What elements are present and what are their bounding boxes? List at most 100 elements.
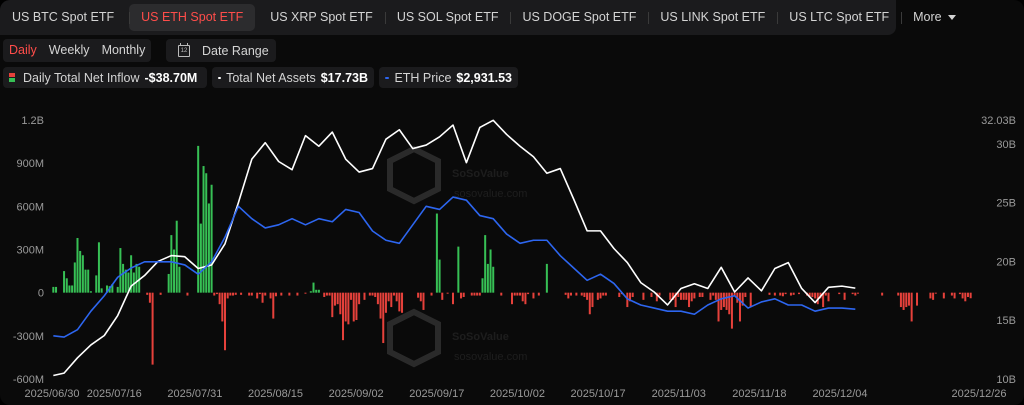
inflow-bar[interactable] [484,235,487,293]
inflow-bar[interactable] [312,282,315,293]
outflow-bar[interactable] [374,292,377,297]
outflow-bar[interactable] [248,292,251,296]
outflow-bar[interactable] [151,292,154,365]
inflow-bar[interactable] [178,266,181,293]
outflow-bar[interactable] [838,292,841,295]
outflow-bar[interactable] [768,292,771,295]
outflow-bar[interactable] [274,292,277,297]
outflow-bar[interactable] [690,292,693,302]
outflow-bar[interactable] [969,292,972,299]
outflow-bar[interactable] [304,292,307,294]
outflow-bar[interactable] [269,292,272,299]
inflow-bar[interactable] [481,278,484,293]
outflow-bar[interactable] [698,292,701,297]
inflow-bar[interactable] [170,235,173,293]
outflow-bar[interactable] [261,292,264,303]
outflow-bar[interactable] [717,292,720,322]
outflow-bar[interactable] [591,292,594,308]
outflow-bar[interactable] [462,292,465,297]
outflow-bar[interactable] [355,292,358,321]
outflow-bar[interactable] [671,292,674,300]
outflow-bar[interactable] [781,292,784,297]
outflow-bar[interactable] [532,292,535,299]
outflow-bar[interactable] [430,292,433,296]
outflow-bar[interactable] [827,292,830,302]
outflow-bar[interactable] [363,292,366,300]
outflow-bar[interactable] [626,292,629,308]
outflow-bar[interactable] [519,292,522,296]
outflow-bar[interactable] [333,292,336,306]
outflow-bar[interactable] [720,292,723,310]
inflow-bar[interactable] [173,249,176,293]
outflow-bar[interactable] [580,292,583,296]
inflow-bar[interactable] [210,184,213,293]
outflow-bar[interactable] [808,292,811,297]
outflow-bar[interactable] [682,292,685,300]
inflow-bar[interactable] [492,266,495,293]
outflow-bar[interactable] [226,292,229,299]
outflow-bar[interactable] [650,292,653,297]
outflow-bar[interactable] [629,292,632,302]
inflow-bar[interactable] [127,272,130,293]
outflow-bar[interactable] [234,292,237,295]
inflow-bar[interactable] [197,145,200,293]
outflow-bar[interactable] [905,292,908,308]
outflow-bar[interactable] [575,292,578,296]
outflow-bar[interactable] [371,292,374,296]
outflow-bar[interactable] [240,292,243,295]
outflow-bar[interactable] [907,292,910,306]
outflow-bar[interactable] [232,292,235,296]
inflow-bar[interactable] [68,285,71,293]
inflow-bar[interactable] [207,203,210,293]
outflow-bar[interactable] [618,292,621,297]
outflow-bar[interactable] [797,292,800,295]
inflow-bar[interactable] [119,248,122,293]
inflow-bar[interactable] [309,291,312,293]
date-range-button[interactable]: 12 Date Range [166,39,276,62]
outflow-bar[interactable] [679,292,682,300]
outflow-bar[interactable] [215,292,218,295]
inflow-bar[interactable] [87,269,90,293]
outflow-bar[interactable] [822,292,825,308]
outflow-bar[interactable] [213,292,216,296]
inflow-bar[interactable] [435,213,438,293]
outflow-bar[interactable] [527,292,530,295]
outflow-bar[interactable] [964,292,967,302]
outflow-bar[interactable] [899,292,902,308]
inflow-bar[interactable] [438,259,441,293]
outflow-bar[interactable] [953,292,956,299]
outflow-bar[interactable] [642,292,645,300]
outflow-bar[interactable] [537,292,540,296]
outflow-bar[interactable] [929,292,932,299]
outflow-bar[interactable] [336,292,339,305]
outflow-bar[interactable] [722,292,725,308]
outflow-bar[interactable] [344,292,347,322]
outflow-bar[interactable] [441,292,444,300]
outflow-bar[interactable] [470,292,473,296]
outflow-bar[interactable] [146,292,149,295]
inflow-bar[interactable] [202,166,205,293]
inflow-bar[interactable] [205,173,208,293]
outflow-bar[interactable] [186,292,189,296]
outflow-bar[interactable] [701,292,704,297]
outflow-bar[interactable] [857,292,860,294]
outflow-bar[interactable] [258,292,261,295]
outflow-bar[interactable] [419,292,422,302]
tab-xrp-etf[interactable]: US XRP Spot ETF [270,10,373,24]
outflow-bar[interactable] [934,292,937,294]
outflow-bar[interactable] [854,292,857,296]
outflow-bar[interactable] [712,292,715,296]
inflow-bar[interactable] [76,237,79,293]
outflow-bar[interactable] [583,292,586,297]
inflow-bar[interactable] [71,285,74,293]
outflow-bar[interactable] [942,292,945,299]
outflow-bar[interactable] [564,292,567,295]
outflow-bar[interactable] [478,292,481,296]
outflow-bar[interactable] [280,292,283,296]
inflow-bar[interactable] [167,273,170,293]
outflow-bar[interactable] [728,292,731,315]
outflow-bar[interactable] [401,292,404,313]
outflow-bar[interactable] [897,292,900,296]
inflow-bar[interactable] [55,286,58,293]
outflow-bar[interactable] [350,292,353,300]
